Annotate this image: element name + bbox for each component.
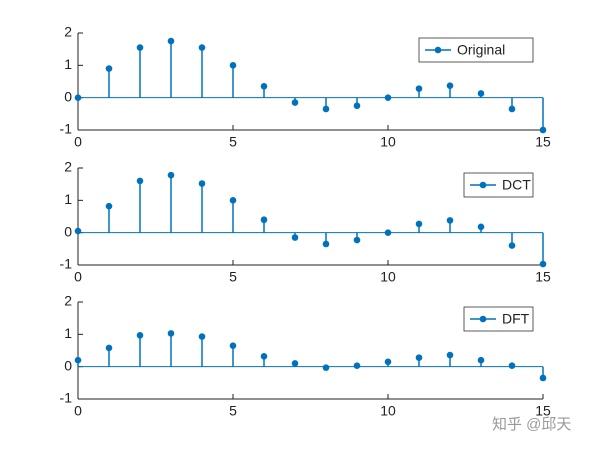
legend-marker [434,46,442,54]
stem-marker [105,202,113,210]
stem-marker [105,65,113,72]
y-tick-label: 0 [64,223,72,239]
stem-marker [446,82,454,90]
stem-marker [136,177,144,185]
y-tick-label: 2 [64,159,72,175]
x-tick-label: 15 [535,134,551,150]
y-tick-label: -1 [60,121,73,137]
x-tick-label: 5 [229,269,237,285]
y-tick-label: 1 [64,325,72,341]
stem-marker [539,126,547,134]
x-tick-label: 10 [380,403,396,419]
stem-marker [74,94,82,101]
stem-marker [136,332,144,339]
x-tick-label: 5 [229,403,237,419]
y-tick-label: 2 [64,24,72,40]
stem-marker [322,364,330,371]
stem-marker [477,90,485,97]
watermark: 知乎 @邱天 [492,416,571,433]
y-tick-label: 1 [64,56,72,72]
x-tick-label: 10 [380,134,396,150]
legend-marker [479,315,487,323]
stem-marker [260,353,268,360]
stem-marker [539,374,547,382]
legend-marker [479,181,487,189]
x-tick-label: 0 [74,403,82,419]
stem-marker [74,356,82,364]
legend-label: DCT [502,177,531,193]
stem-marker [260,83,268,90]
stem-marker [446,351,454,359]
y-tick-label: -1 [60,390,73,406]
stem-marker [384,358,392,366]
stem-marker [353,362,361,369]
stem-marker [167,37,175,45]
stem-marker [539,260,547,268]
legend-label: Original [457,42,505,58]
x-tick-label: 15 [535,269,551,285]
legend-label: DFT [502,311,530,327]
y-tick-label: 2 [64,293,72,309]
stem-marker [229,197,237,204]
stem-marker [353,236,361,244]
stem-marker [229,342,237,349]
stem-marker [198,44,206,51]
stem-marker [477,356,485,364]
stem-marker [74,227,82,235]
stem-marker [198,333,206,340]
stem-marker [136,44,144,51]
stem-marker [446,217,454,224]
stem-marker [415,220,423,228]
stem-marker [477,223,485,231]
stem-marker [105,344,113,352]
stem-marker [167,330,175,337]
stem-marker [353,102,361,110]
stem-marker [291,99,299,106]
x-tick-label: 10 [380,269,396,285]
stem-marker [322,240,330,248]
stem-marker [198,180,206,187]
stem-marker [415,85,423,92]
stem-marker [260,216,268,224]
stem-marker [415,354,423,361]
stem-marker [508,362,516,369]
y-tick-label: 1 [64,191,72,207]
stem-marker [291,360,299,367]
stem-marker [322,105,330,113]
stem-marker [508,105,516,113]
y-tick-label: 0 [64,88,72,104]
x-tick-label: 0 [74,134,82,150]
x-tick-label: 5 [229,134,237,150]
x-tick-label: 15 [535,403,551,419]
y-tick-label: -1 [60,256,73,272]
stem-marker [229,62,237,69]
y-tick-label: 0 [64,357,72,373]
stem-marker [291,234,299,241]
x-tick-label: 0 [74,269,82,285]
stem-marker [167,171,175,179]
stem-marker [384,229,392,236]
stem-marker [384,94,392,101]
stem-marker [508,242,516,249]
